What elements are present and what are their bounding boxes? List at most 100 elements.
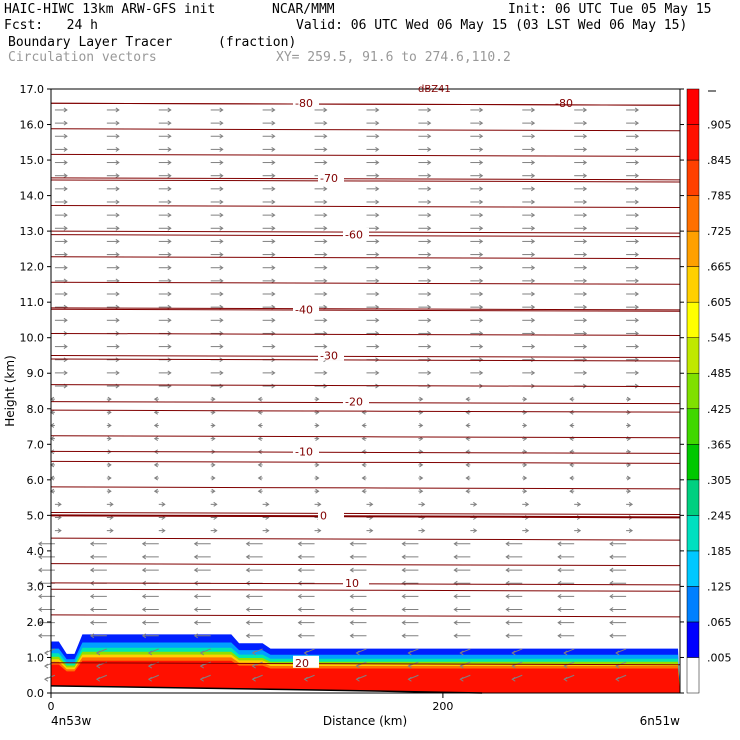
vector-head bbox=[569, 462, 574, 468]
vector-head bbox=[219, 278, 224, 284]
header-org: NCAR/MMM bbox=[272, 2, 335, 17]
vector-head bbox=[419, 488, 424, 494]
vector-head bbox=[465, 462, 470, 468]
vector-head bbox=[479, 239, 484, 244]
vector-head bbox=[369, 528, 374, 534]
vector-head bbox=[582, 212, 588, 218]
vector-head bbox=[530, 265, 536, 271]
isotherm-label: -60 bbox=[345, 229, 363, 242]
vector-head bbox=[141, 593, 147, 599]
vector-head bbox=[141, 620, 147, 626]
vector-head bbox=[141, 567, 147, 573]
y-tick-label: 4.0 bbox=[27, 545, 45, 558]
vector-head bbox=[323, 146, 328, 152]
vector-head bbox=[569, 488, 574, 494]
vector-head bbox=[167, 107, 172, 113]
colorbar-swatch bbox=[686, 479, 700, 516]
vector-head bbox=[297, 633, 302, 639]
vector-head bbox=[582, 278, 588, 284]
y-tick-label: 17.0 bbox=[20, 83, 45, 96]
vector-head bbox=[427, 265, 432, 271]
vector-head bbox=[303, 650, 308, 656]
vector-head bbox=[465, 423, 470, 428]
vector-head bbox=[401, 620, 406, 626]
vector-head bbox=[219, 199, 224, 205]
y-tick-label: 0.0 bbox=[27, 687, 45, 700]
vector-head bbox=[245, 620, 250, 626]
vector-head bbox=[524, 501, 530, 507]
vector-head bbox=[153, 423, 159, 428]
isotherm-line bbox=[50, 563, 681, 567]
vector-head bbox=[303, 676, 308, 682]
colorbar-swatch bbox=[686, 88, 700, 125]
vector-head bbox=[219, 160, 224, 165]
vector-head bbox=[323, 225, 328, 231]
colorbar-swatch bbox=[686, 550, 700, 587]
isotherm-line bbox=[50, 205, 681, 209]
vector-head bbox=[167, 133, 172, 139]
colorbar-label: .905 bbox=[707, 119, 732, 132]
vector-head bbox=[167, 160, 172, 165]
vector-head bbox=[63, 107, 68, 113]
vector-head bbox=[153, 488, 159, 494]
vector-head bbox=[257, 488, 262, 494]
vector-head bbox=[57, 528, 62, 534]
vector-head bbox=[63, 252, 68, 257]
vector-head bbox=[323, 160, 328, 165]
vector-head bbox=[219, 133, 224, 139]
vector-head bbox=[634, 278, 640, 284]
vector-head bbox=[530, 173, 536, 179]
vector-head bbox=[95, 676, 101, 682]
isotherm-label: -70 bbox=[320, 172, 338, 185]
vector-head bbox=[634, 239, 640, 244]
vector-head bbox=[582, 252, 588, 257]
vector-head bbox=[569, 423, 574, 428]
vector-head bbox=[427, 370, 432, 376]
vector-head bbox=[427, 317, 432, 323]
colorbar-label: .005 bbox=[707, 651, 732, 664]
vector-head bbox=[479, 225, 484, 231]
colorbar-label: .365 bbox=[707, 438, 732, 451]
vector-head bbox=[530, 239, 536, 244]
vector-head bbox=[530, 291, 536, 297]
vector-head bbox=[582, 344, 588, 350]
vector-head bbox=[419, 396, 424, 402]
y-tick-label: 2.0 bbox=[27, 616, 45, 629]
vector-head bbox=[557, 633, 562, 639]
vector-head bbox=[219, 291, 224, 297]
vector-head bbox=[419, 449, 424, 455]
vector-head bbox=[349, 633, 354, 639]
isotherm-labeled-line bbox=[50, 662, 681, 666]
header-fcst: Fcst: 24 h bbox=[4, 18, 98, 33]
vector-head bbox=[115, 344, 120, 350]
vector-head bbox=[479, 133, 484, 139]
vector-head bbox=[115, 186, 120, 192]
vector-head bbox=[582, 370, 588, 376]
isotherm-label: 20 bbox=[295, 657, 309, 670]
isotherm-labeled-line bbox=[50, 102, 681, 106]
vector-head bbox=[375, 199, 380, 205]
vector-head bbox=[609, 554, 614, 560]
vector-head bbox=[479, 107, 484, 113]
vector-head bbox=[323, 317, 328, 323]
vector-head bbox=[271, 107, 276, 113]
vector-head bbox=[323, 107, 328, 113]
vector-head bbox=[323, 120, 328, 126]
vector-title: Circulation vectors bbox=[8, 50, 157, 65]
vector-head bbox=[219, 370, 224, 376]
vector-head bbox=[634, 317, 640, 323]
vector-head bbox=[582, 120, 588, 126]
vector-head bbox=[63, 186, 68, 192]
x-tick-label: 0 bbox=[48, 700, 55, 713]
vector-head bbox=[576, 501, 582, 507]
colorbar-swatch bbox=[686, 586, 700, 623]
vector-head bbox=[219, 252, 224, 257]
vector-head bbox=[609, 593, 614, 599]
vector-head bbox=[427, 239, 432, 244]
vector-head bbox=[582, 317, 588, 323]
vector-head bbox=[375, 133, 380, 139]
vector-head bbox=[582, 291, 588, 297]
vector-head bbox=[530, 133, 536, 139]
vector-head bbox=[153, 396, 159, 402]
vector-head bbox=[95, 663, 101, 669]
